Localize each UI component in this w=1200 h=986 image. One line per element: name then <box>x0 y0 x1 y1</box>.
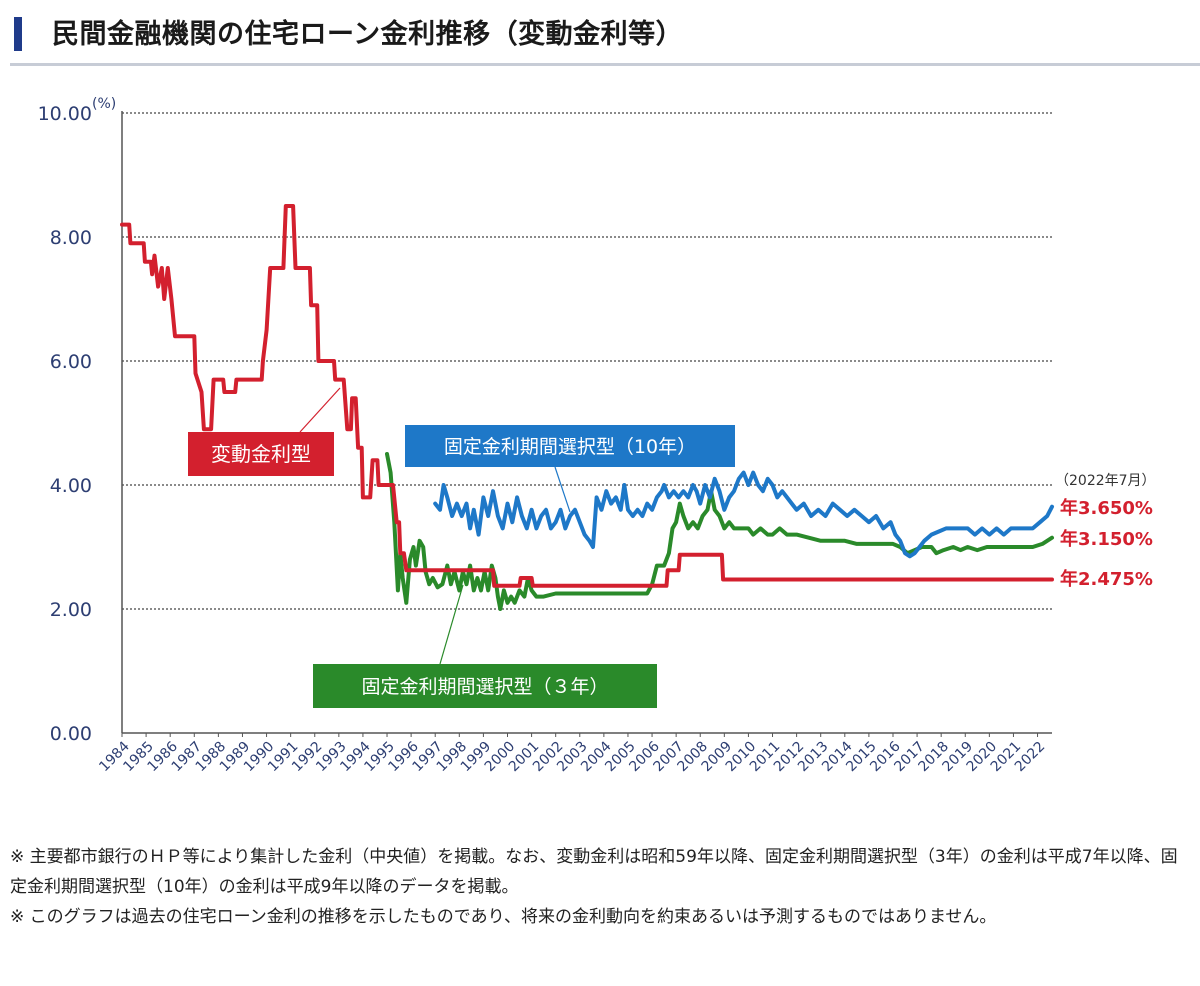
footnote-2: ※ このグラフは過去の住宅ローン金利の推移を示したものであり、将来の金利動向を約… <box>10 907 997 927</box>
callout-fixed10-label: 固定金利期間選択型（10年） <box>444 436 696 458</box>
end-label-1: 年3.650% <box>1060 497 1153 519</box>
callout-fixed10-pointer <box>554 466 571 513</box>
callout-fixed3-label: 固定金利期間選択型（３年） <box>361 676 608 698</box>
series-line-1 <box>433 470 1054 559</box>
date-note: （2022年7月） <box>1055 473 1156 489</box>
callouts: 変動金利型 固定金利期間選択型（10年） 固定金利期間選択型（３年） <box>188 387 735 708</box>
callout-fixed10-box <box>405 425 735 467</box>
series-line-2 <box>385 452 1054 611</box>
footnote-1: ※ 主要都市銀行のＨＰ等により集計した金利（中央値）を掲載。なお、変動金利は昭和… <box>10 847 1178 897</box>
callout-hendo-box <box>188 432 334 476</box>
page-title: 民間金融機関の住宅ローン金利推移（変動金利等） <box>52 19 684 50</box>
end-label-0: 年2.475% <box>1060 568 1153 590</box>
title-divider <box>10 63 1200 66</box>
end-labels: （2022年7月） 年2.475% 年3.650% 年3.150% <box>1055 473 1156 590</box>
callout-fixed3-pointer <box>439 584 464 665</box>
y-tick-label: 10.00 <box>38 103 92 125</box>
y-tick-label: 2.00 <box>50 599 92 621</box>
title-bar: 民間金融機関の住宅ローン金利推移（変動金利等） <box>0 0 1200 66</box>
series-lines <box>120 204 1054 611</box>
callout-fixed3-box <box>313 664 657 708</box>
y-tick-label: 4.00 <box>50 475 92 497</box>
title-accent-bar <box>14 17 22 51</box>
series-line-0 <box>120 204 1054 588</box>
callout-hendo-label: 変動金利型 <box>211 442 311 466</box>
y-axis-unit: (%) <box>92 96 116 112</box>
footnotes: ※ 主要都市銀行のＨＰ等により集計した金利（中央値）を掲載。なお、変動金利は昭和… <box>10 842 1190 932</box>
y-tick-label: 8.00 <box>50 227 92 249</box>
callout-hendo-pointer <box>299 387 341 433</box>
grid-lines <box>122 112 1052 610</box>
end-label-2: 年3.150% <box>1060 528 1153 550</box>
y-tick-label: 0.00 <box>50 723 92 745</box>
y-tick-label: 6.00 <box>50 351 92 373</box>
